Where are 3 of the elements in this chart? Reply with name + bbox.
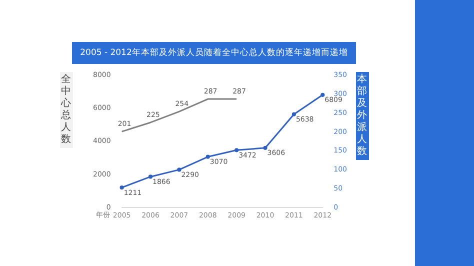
y-axis-title: 全中心总人数 bbox=[60, 72, 73, 148]
chart-title: 2005 - 2012年本部及外派人员随着全中心总人数的逐年递增而递增 bbox=[72, 42, 356, 64]
y2-axis-title: 本部及外派人数 bbox=[356, 72, 369, 160]
